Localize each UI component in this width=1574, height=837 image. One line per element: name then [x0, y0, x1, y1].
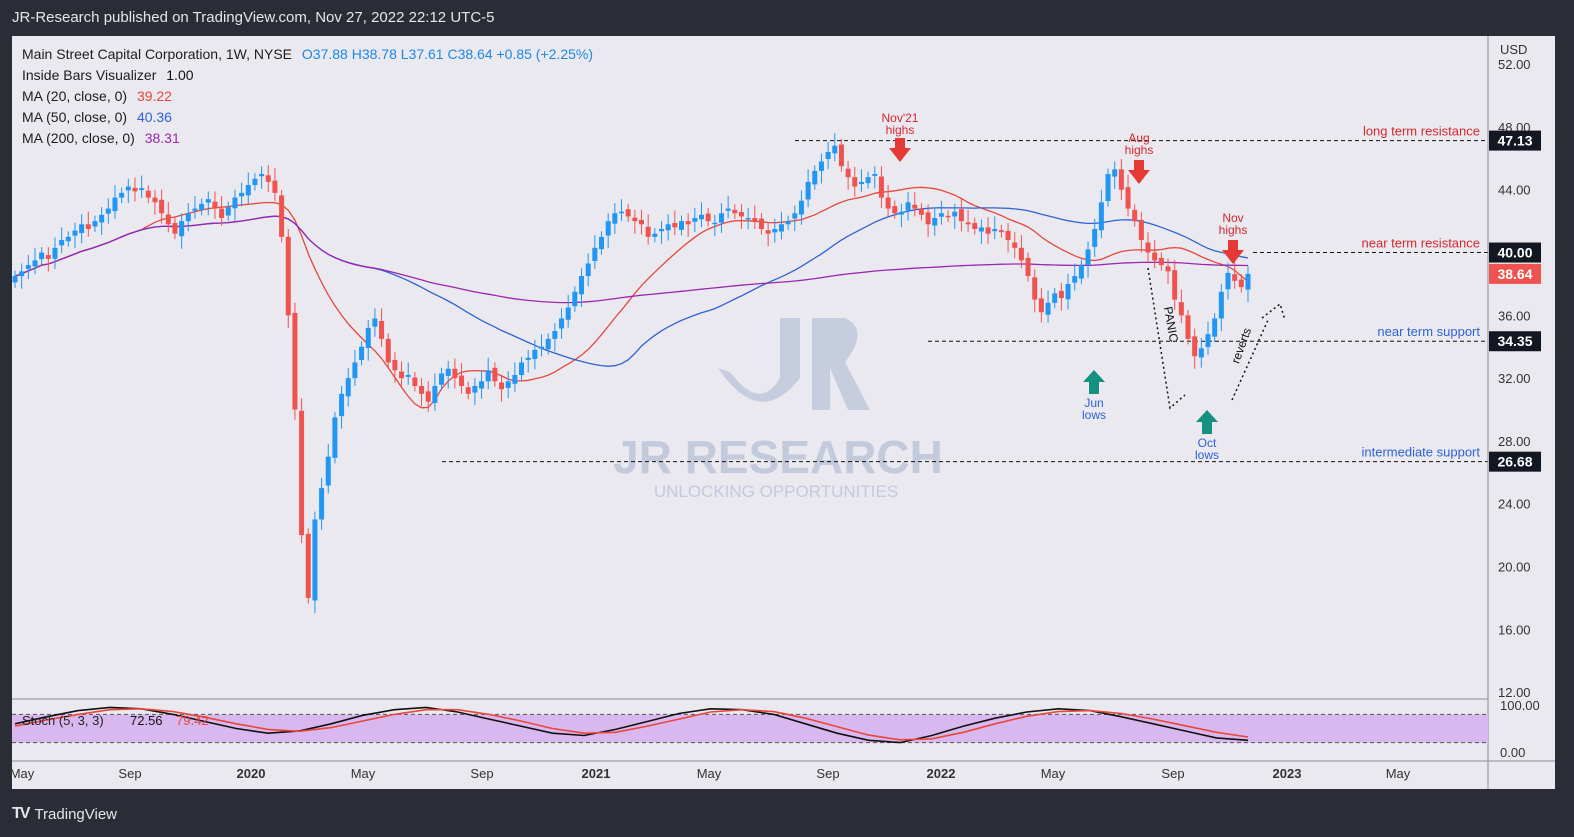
footer-brand: TradingView	[34, 805, 117, 823]
legend-indicator-label: Inside Bars Visualizer	[22, 67, 157, 83]
legend-symbol: Main Street Capital Corporation, 1W, NYS…	[22, 46, 293, 62]
publisher-line: JR-Research published on TradingView.com…	[12, 9, 495, 26]
legend-indicator-label: MA (200, close, 0)	[22, 130, 135, 146]
footer: TV TradingView	[12, 800, 117, 828]
legend-indicator: MA (200, close, 0) 38.31	[22, 128, 593, 149]
legend-indicator-value: 1.00	[166, 67, 194, 83]
legend-indicator-value: 40.36	[136, 109, 172, 125]
legend-indicator-value: 38.31	[144, 130, 180, 146]
legend-indicator-value: 39.22	[136, 88, 172, 104]
legend-indicator-label: MA (50, close, 0)	[22, 109, 128, 125]
legend-ohlc: O37.88 H38.78 L37.61 C38.64 +0.85 (+2.25…	[301, 46, 594, 62]
legend-indicator: MA (20, close, 0) 39.22	[22, 86, 593, 107]
legend-indicator: MA (50, close, 0) 40.36	[22, 107, 593, 128]
legend-indicator: Inside Bars Visualizer 1.00	[22, 65, 593, 86]
chart-frame[interactable]	[12, 36, 1555, 789]
chart-legend: Main Street Capital Corporation, 1W, NYS…	[22, 44, 593, 149]
tradingview-logo-icon: TV	[12, 805, 31, 822]
legend-symbol-row: Main Street Capital Corporation, 1W, NYS…	[22, 44, 593, 65]
legend-indicator-label: MA (20, close, 0)	[22, 88, 128, 104]
